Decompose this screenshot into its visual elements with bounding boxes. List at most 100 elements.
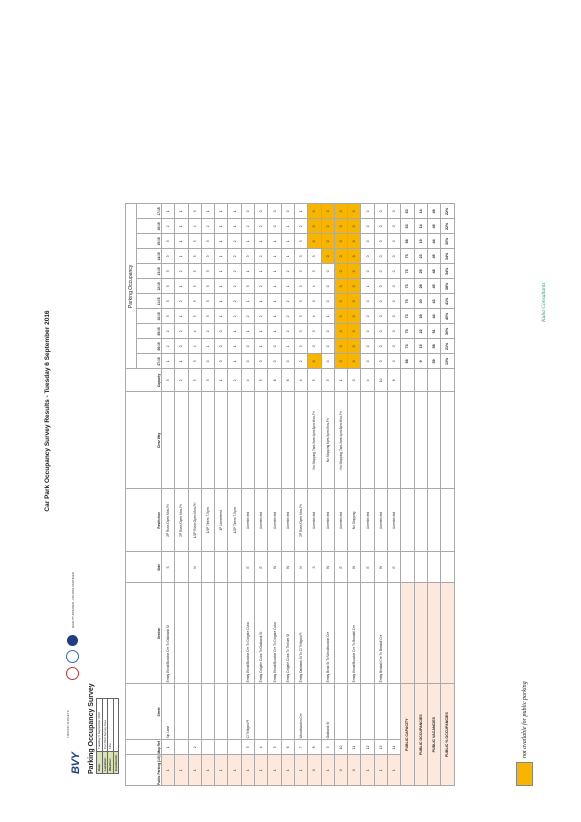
summary-value: 73 xyxy=(400,263,415,279)
occupancy-cell: 1 xyxy=(214,233,228,249)
public-flag-cell: 1 xyxy=(387,754,401,786)
occupancy-cell: 0 xyxy=(347,218,361,234)
summary-row: PUBLIC % OCCUPANCIES 13% 21% 30% 40% 41% 38% 34… xyxy=(440,203,455,786)
occupancy-cell: 5 xyxy=(188,233,202,249)
capacity-cell: 1 xyxy=(214,368,228,392)
street-cell: Sip Lane xyxy=(161,683,175,740)
capacity-cell: 5 xyxy=(307,368,322,392)
occupancy-cell: 1 xyxy=(321,308,335,324)
occupancy-cell: 3 xyxy=(201,263,215,279)
brand-label: Kuba Consultants xyxy=(541,282,547,322)
side-cell: S xyxy=(161,551,175,583)
clear-way-cell: No Stopping 7am-9am 4pm-6pm Mon-Fri xyxy=(307,391,322,489)
occupancy-cell: 4 xyxy=(307,278,322,294)
restriction-cell: Unrestricted xyxy=(241,488,255,552)
occupancy-cell: 0 xyxy=(374,263,388,279)
occupancy-cell: 1 xyxy=(281,233,295,249)
occupancy-cell: 0 xyxy=(374,278,388,294)
summary-value: 30% xyxy=(440,323,455,339)
summary-row: PUBLIC OCCUPANCIES 9 15 22 29 30 28 25 23 19 14 14 xyxy=(414,203,428,786)
occupancy-cell: 2 xyxy=(174,323,189,339)
table-row: 0 10 E Unrestricted No Stopping 7am-9am 4pm-… xyxy=(334,203,348,786)
occupancy-cell: 2 xyxy=(227,233,242,249)
summary-label: PUBLIC % OCCUPANCIES xyxy=(440,683,455,786)
accreditation-badges: QUALITY ASSURED - ISO 9001 CERTIFIED xyxy=(66,572,79,680)
column-header: Restriction xyxy=(125,488,162,552)
time-header: 10:15 xyxy=(136,308,162,324)
occupancy-cell: 1 xyxy=(174,278,189,294)
occupancy-cell: 0 xyxy=(307,233,322,249)
occupancy-cell: 1 xyxy=(161,203,175,219)
map-ref-cell: 9 xyxy=(321,739,335,755)
time-header: 14:15 xyxy=(136,248,162,264)
occupancy-cell: 2 xyxy=(227,248,242,264)
logo-subtitle: TRAFFIC SURVEYS xyxy=(66,710,70,738)
occupancy-table: Public Parking (1/0) Map Ref Street Section… xyxy=(125,203,455,786)
occupancy-cell: 2 xyxy=(161,323,175,339)
public-flag-cell: 1 xyxy=(161,754,175,786)
summary-label: PUBLIC CAPACITY xyxy=(400,683,415,786)
occupancy-cell: 1 xyxy=(227,203,242,219)
summary-value: 73 xyxy=(400,293,415,309)
summary-value: 38% xyxy=(440,278,455,294)
occupancy-cell: 1 xyxy=(214,218,228,234)
section-cell xyxy=(227,582,242,684)
table-row: 1 9 Oakbank St Erraty Bond St To Woodbundon… xyxy=(321,203,335,786)
clear-way-cell xyxy=(254,391,268,489)
street-cell xyxy=(174,683,189,740)
capacity-cell: 0 xyxy=(347,368,361,392)
occupancy-cell: 1 xyxy=(267,233,282,249)
table-row: 1 1P Unmetered 1 0 0 0 1 1 1 1 1 1 1 1 xyxy=(214,203,228,786)
accreditation-note: QUALITY ASSURED - ISO 9001 CERTIFIED xyxy=(70,572,75,628)
summary-value: 9 xyxy=(414,353,428,369)
occupancy-cell: 3 xyxy=(161,263,175,279)
restriction-cell: 2P Rush Open Mon-Fri xyxy=(294,488,308,552)
time-header: 11:15 xyxy=(136,293,162,309)
occupancy-cell: 0 xyxy=(387,308,401,324)
occupancy-cell: 1 xyxy=(254,233,268,249)
occupancy-cell: 2 xyxy=(254,248,268,264)
occupancy-cell: 1 xyxy=(254,263,268,279)
time-header: 15:15 xyxy=(136,233,162,249)
legend-text: not available for public parking xyxy=(521,681,528,758)
public-flag-cell: 0 xyxy=(347,754,361,786)
side-cell xyxy=(201,551,215,583)
occupancy-cell: 0 xyxy=(347,338,361,354)
occupancy-cell: 5 xyxy=(188,308,202,324)
occupancy-cell: 0 xyxy=(321,338,335,354)
summary-value: 45 xyxy=(427,248,441,264)
occupancy-cell: 0 xyxy=(307,203,322,219)
occupancy-cell: 3 xyxy=(294,338,308,354)
occupancy-cell: 0 xyxy=(347,353,361,369)
column-header: Map Ref xyxy=(125,739,162,755)
map-ref-cell: 14 xyxy=(387,739,401,755)
section-cell xyxy=(174,582,189,684)
summary-value: 40% xyxy=(440,308,455,324)
occupancy-cell: 1 xyxy=(267,323,282,339)
occupancy-cell: 3 xyxy=(294,248,308,264)
occupancy-cell: 1 xyxy=(174,233,189,249)
occupancy-cell: 3 xyxy=(294,233,308,249)
occupancy-cell: 1 xyxy=(254,323,268,339)
clear-way-cell xyxy=(360,391,375,489)
summary-value: 73 xyxy=(400,248,415,264)
public-flag-cell: 1 xyxy=(321,754,335,786)
clear-way-cell xyxy=(227,391,242,489)
restriction-cell: Unrestricted xyxy=(281,488,295,552)
summary-value: 49 xyxy=(427,218,441,234)
table-row: 1 13 Erraty Bondall Cre To Bondall Cre W Unr… xyxy=(374,203,388,786)
occupancy-cell: 1 xyxy=(174,218,189,234)
section-cell xyxy=(387,582,401,684)
occupancy-cell: 2 xyxy=(201,218,215,234)
occupancy-cell: 0 xyxy=(241,353,255,369)
restriction-cell: Unrestricted xyxy=(267,488,282,552)
side-cell: W xyxy=(347,551,361,583)
summary-blank-cell xyxy=(427,582,441,684)
occupancy-cell: 0 xyxy=(267,353,282,369)
section-cell: Erraty Wood/Bundon Cre To Colgate Cuba xyxy=(241,582,255,684)
occupancy-cell: 4 xyxy=(188,323,202,339)
table-row: 0 8 S Unrestricted No Stopping 7am-9am 4pm-6… xyxy=(307,203,322,786)
summary-value: 73 xyxy=(400,338,415,354)
map-ref-cell: 13 xyxy=(374,739,388,755)
occupancy-cell: 2 xyxy=(227,278,242,294)
